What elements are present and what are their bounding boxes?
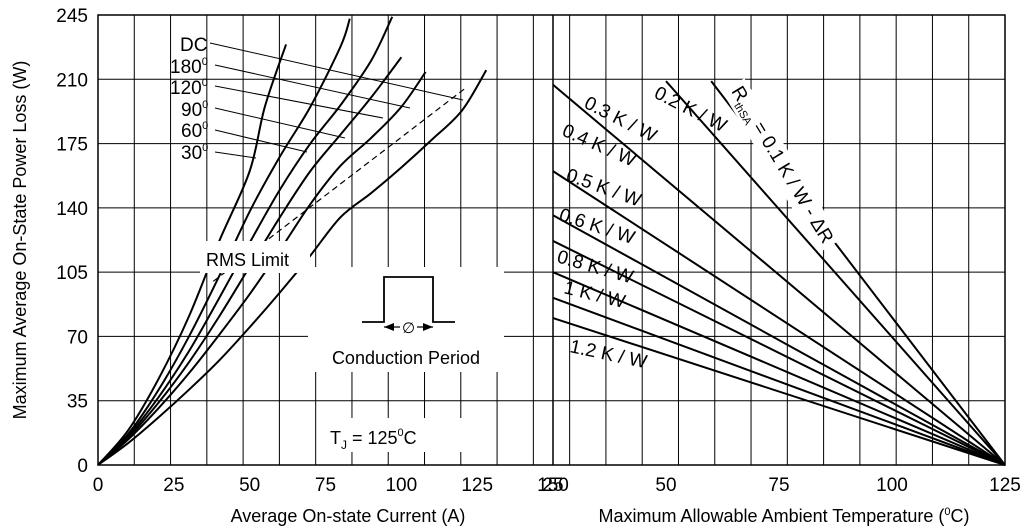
rms-limit-label: RMS Limit bbox=[206, 250, 289, 270]
y-tick-label: 175 bbox=[56, 135, 88, 156]
left-panel-curves bbox=[97, 16, 488, 466]
x-tick-label-left: 75 bbox=[315, 475, 336, 496]
curve-label-60: 600 bbox=[181, 120, 208, 142]
phi-icon: ∅ bbox=[402, 320, 415, 337]
heatsink-line-1 K / W bbox=[552, 296, 1006, 466]
curve-labels: DC 1800 1200 900 600 300 bbox=[170, 35, 208, 164]
y-tick-label: 105 bbox=[56, 263, 88, 284]
junction-temperature-label: TJ = 1250C bbox=[330, 427, 417, 452]
heatsink-label-0.6: 0.6 K / W bbox=[556, 205, 637, 249]
x-axis-label-left: Average On-state Current (A) bbox=[231, 506, 466, 526]
right-panel-curves bbox=[552, 80, 1006, 466]
y-tick-label: 0 bbox=[77, 456, 88, 477]
x-tick-label-right: 100 bbox=[876, 475, 908, 496]
curve-DC bbox=[97, 69, 488, 466]
y-tick-label: 210 bbox=[56, 70, 88, 91]
y-tick-label: 70 bbox=[67, 327, 88, 348]
y-tick-label: 35 bbox=[67, 392, 88, 413]
curve-label-90: 900 bbox=[181, 99, 208, 121]
conduction-period-label: Conduction Period bbox=[332, 348, 480, 368]
x-tick-label-left: 50 bbox=[239, 475, 260, 496]
y-axis-label: Maximum Average On-State Power Loss (W) bbox=[10, 61, 30, 420]
x-tick-label-left: 100 bbox=[385, 475, 417, 496]
heatsink-line-0.5 K / W bbox=[552, 214, 1006, 466]
curve-label-180: 1800 bbox=[170, 56, 208, 78]
heatsink-label-1.2: 1.2 K / W bbox=[568, 336, 649, 373]
y-tick-label: 140 bbox=[56, 199, 88, 220]
conduction-period-symbol: ∅ Conduction Period bbox=[308, 267, 504, 372]
curve-90° bbox=[97, 16, 394, 466]
heatsink-line-0.8 K / W bbox=[552, 271, 1006, 466]
x-tick-label-left: 25 bbox=[163, 475, 184, 496]
plot-frame bbox=[97, 14, 1006, 466]
x-tick-label-left: 0 bbox=[93, 475, 104, 496]
curve-label-30: 300 bbox=[181, 142, 208, 164]
curve-label-120: 1200 bbox=[170, 77, 208, 99]
heatsink-line-0.4 K / W bbox=[552, 170, 1006, 466]
heatsink-line-1.2 K / W bbox=[552, 317, 1006, 466]
x-tick-label-left: 125 bbox=[461, 475, 493, 496]
curve-label-dc: DC bbox=[180, 35, 207, 56]
heatsink-line-0.3 K / W bbox=[552, 84, 1006, 466]
heatsink-line-0.6 K / W bbox=[552, 240, 1006, 466]
x-axis-label-right: Maximum Allowable Ambient Temperature (0… bbox=[599, 506, 970, 526]
x-tick-label-right: 50 bbox=[655, 475, 676, 496]
heatsink-line-0.2 K / W bbox=[665, 80, 1006, 466]
y-tick-label: 245 bbox=[56, 6, 88, 27]
label-leaders bbox=[209, 42, 464, 159]
x-tick-label-right: 75 bbox=[768, 475, 789, 496]
x-tick-label-right: 25 bbox=[542, 475, 563, 496]
x-tick-label-right: 125 bbox=[989, 475, 1021, 496]
x-tick-label-left: 150 bbox=[537, 475, 569, 496]
